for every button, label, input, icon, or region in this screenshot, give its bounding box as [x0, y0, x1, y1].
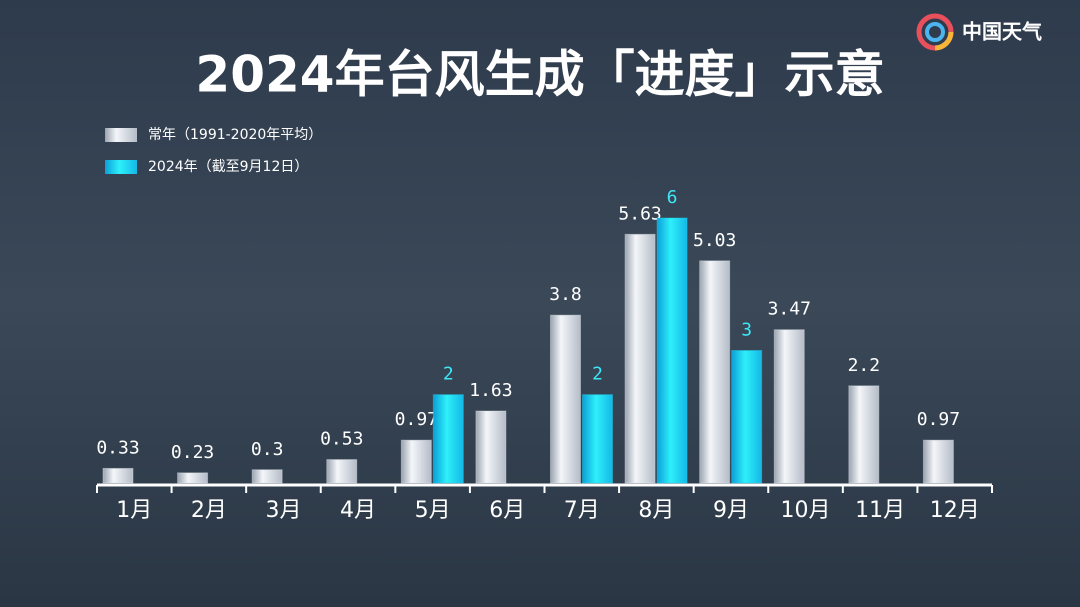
bar: [922, 439, 954, 484]
bar: [550, 314, 581, 484]
value-label: 0.3: [251, 439, 284, 460]
legend-label: 2024年（截至9月12日）: [148, 159, 308, 175]
bar: [848, 385, 880, 484]
x-tick-label: 11月: [855, 498, 905, 523]
bar: [177, 472, 209, 484]
bar: [326, 459, 358, 484]
value-label: 2: [443, 364, 454, 385]
bar: [731, 350, 763, 484]
value-label: 2.2: [848, 355, 881, 376]
bar: [102, 467, 134, 484]
value-label: 5.63: [618, 203, 661, 224]
bar: [432, 394, 464, 484]
legend-swatch: [105, 160, 137, 174]
bar: [400, 439, 432, 484]
bar: [475, 410, 507, 484]
logo-icon: [916, 13, 954, 51]
value-label: 0.97: [395, 409, 438, 430]
bar: [582, 394, 613, 484]
bar: [656, 217, 688, 484]
x-tick-label: 7月: [564, 498, 600, 523]
x-tick-label: 4月: [340, 498, 376, 523]
x-tick-label: 12月: [930, 498, 980, 523]
legend-label: 常年（1991-2020年平均）: [148, 127, 322, 143]
x-tick-label: 10月: [781, 498, 831, 523]
bar: [251, 469, 283, 484]
value-label: 0.23: [171, 442, 214, 463]
bar: [699, 260, 731, 484]
x-tick-label: 1月: [116, 498, 152, 523]
x-tick-label: 3月: [265, 498, 301, 523]
x-tick-label: 2月: [191, 498, 227, 523]
value-label: 5.03: [693, 230, 736, 251]
legend-swatch: [105, 128, 137, 142]
x-tick-label: 6月: [489, 498, 525, 523]
value-label: 0.33: [96, 437, 139, 458]
value-label: 0.53: [320, 429, 363, 450]
bar: [624, 233, 656, 484]
value-label: 3.8: [549, 284, 582, 305]
value-label: 0.97: [917, 409, 960, 430]
value-label: 1.63: [469, 380, 512, 401]
x-tick-label: 9月: [713, 498, 749, 523]
value-label: 3.47: [768, 299, 811, 320]
logo-text: 中国天气: [962, 20, 1042, 44]
bar: [773, 329, 805, 484]
x-tick-label: 5月: [415, 498, 451, 523]
value-label: 2: [592, 364, 603, 385]
value-label: 6: [667, 187, 678, 208]
chart-title: 2024年台风生成「进度」示意: [195, 46, 884, 104]
value-label: 3: [741, 320, 752, 341]
x-tick-label: 8月: [638, 498, 674, 523]
